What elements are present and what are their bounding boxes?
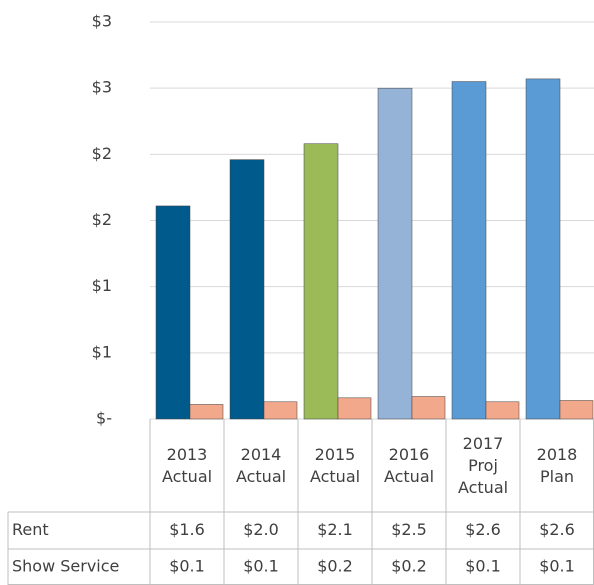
table-value: $2.0 [243, 520, 279, 539]
legend-label: Rent [12, 520, 49, 539]
bar [263, 401, 298, 420]
legend-label: Show Service [12, 557, 119, 576]
x-tick-label: 2016 Actual [383, 445, 435, 486]
bar [189, 404, 224, 420]
y-tick-label: $- [96, 409, 112, 428]
x-tick-label: 2015 Actual [309, 445, 361, 486]
bar [377, 87, 413, 420]
table-value: $0.2 [391, 557, 427, 576]
bar [337, 397, 372, 420]
bar [229, 159, 265, 420]
y-tick-label: $3 [92, 78, 112, 97]
table-value: $1.6 [169, 520, 205, 539]
y-tick-label: $2 [92, 144, 112, 163]
y-tick-label: $3 [92, 12, 112, 31]
table-value: $0.1 [465, 557, 501, 576]
y-tick-label: $2 [92, 210, 112, 229]
x-tick-label: 2014 Actual [235, 445, 287, 486]
table-value: $2.6 [539, 520, 575, 539]
bar [303, 143, 339, 420]
bar [411, 396, 446, 420]
bar [485, 401, 520, 420]
bar [559, 400, 594, 420]
table-value: $2.6 [465, 520, 501, 539]
table-value: $0.1 [169, 557, 205, 576]
bar [155, 205, 191, 420]
bar [451, 81, 487, 420]
table-value: $2.1 [317, 520, 353, 539]
table-value: $0.1 [243, 557, 279, 576]
table-value: $0.2 [317, 557, 353, 576]
y-tick-label: $1 [92, 276, 112, 295]
x-tick-label: 2017 Proj Actual [457, 434, 509, 497]
bar [525, 78, 561, 420]
x-tick-label: 2018 Plan [536, 445, 578, 486]
table-value: $2.5 [391, 520, 427, 539]
x-tick-label: 2013 Actual [161, 445, 213, 486]
y-tick-label: $1 [92, 342, 112, 361]
table-value: $0.1 [539, 557, 575, 576]
